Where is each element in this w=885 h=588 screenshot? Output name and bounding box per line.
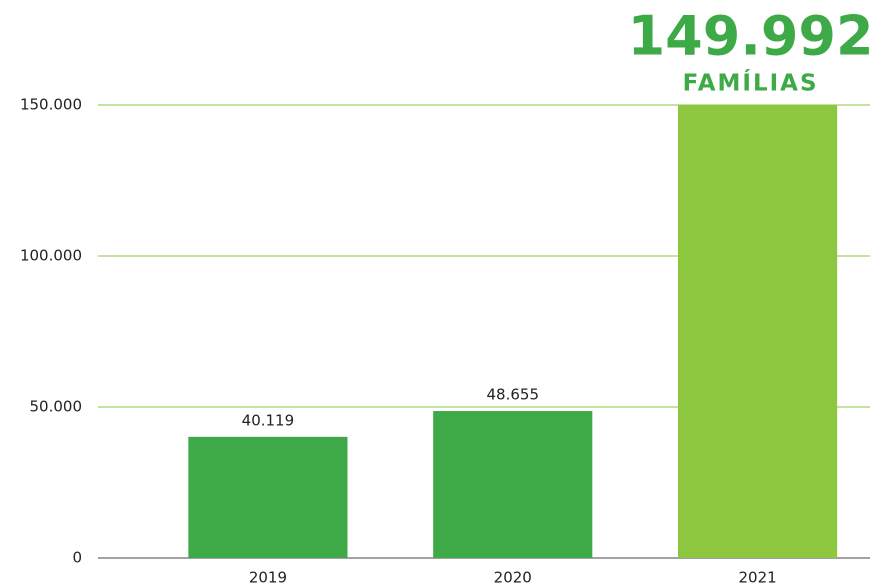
x-tick-label: 2019 [249,569,287,587]
x-tick-label: 2020 [494,569,532,587]
bar [678,105,838,558]
value-label: 40.119 [242,411,295,429]
y-tick-label: 0 [72,549,82,567]
y-tick-label: 150.000 [20,96,82,114]
y-tick-label: 100.000 [20,247,82,265]
bar [188,436,348,558]
value-label: 48.655 [487,386,540,404]
y-tick-label: 50.000 [30,398,83,416]
annotation: FAMÍLIAS [683,69,819,97]
highlight-value-label: 149.992 [628,5,874,68]
x-tick-label: 2021 [738,569,776,587]
bar [433,411,593,558]
